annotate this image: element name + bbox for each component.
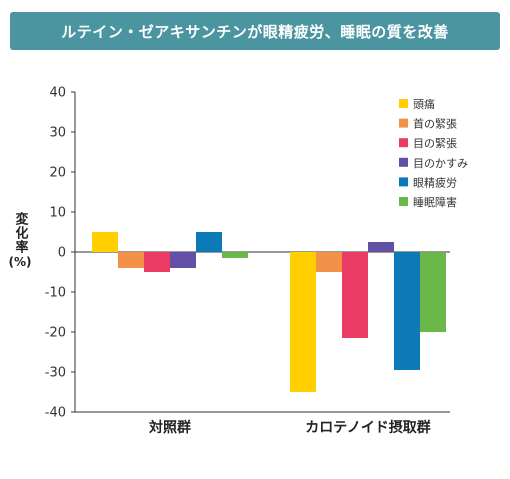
bar-carotenoid-4: [394, 252, 420, 370]
y-tick-label: -20: [45, 326, 66, 341]
bar-control-0: [92, 232, 118, 252]
legend-label: 目の緊張: [413, 137, 457, 150]
y-axis-label-unit: (%): [8, 255, 32, 269]
y-tick-label: -30: [45, 366, 66, 381]
y-axis-label-text: 変化率: [12, 212, 28, 254]
y-tick-label: 40: [49, 86, 66, 101]
chart-title-bar: ルテイン・ゼアキサンチンが眼精疲労、睡眠の質を改善: [10, 12, 500, 50]
y-tick-label: -10: [45, 286, 66, 301]
legend-label: 頭痛: [413, 97, 435, 111]
legend-swatch: [399, 118, 408, 128]
y-tick-label: 10: [49, 206, 66, 221]
legend-label: 首の緊張: [413, 117, 457, 131]
bar-control-3: [170, 252, 196, 268]
bar-carotenoid-5: [420, 252, 446, 332]
bar-control-1: [118, 252, 144, 268]
bar-control-2: [144, 252, 170, 272]
bar-carotenoid-2: [342, 252, 368, 338]
x-category-label: カロテノイド摂取群: [305, 419, 431, 436]
legend-swatch: [399, 177, 408, 187]
legend-swatch: [399, 99, 408, 108]
legend-swatch: [399, 157, 408, 167]
y-tick-label: -40: [45, 406, 66, 421]
bar-carotenoid-1: [316, 252, 342, 272]
y-axis-label: 変化率 (%): [6, 212, 34, 271]
y-tick-label: 30: [49, 126, 66, 141]
x-category-label: 対照群: [148, 419, 191, 436]
bar-carotenoid-0: [290, 252, 316, 392]
chart-title: ルテイン・ゼアキサンチンが眼精疲労、睡眠の質を改善: [61, 22, 449, 41]
bar-control-5: [222, 252, 248, 258]
legend-label: 睡眠障害: [413, 195, 457, 209]
legend-swatch: [399, 197, 408, 206]
y-tick-label: 20: [49, 166, 66, 181]
bar-carotenoid-3: [368, 242, 394, 252]
legend-label: 目のかすみ: [413, 157, 468, 170]
legend-swatch: [399, 138, 408, 148]
bar-control-4: [196, 232, 222, 252]
y-tick-label: 0: [58, 246, 66, 261]
legend-label: 眼精疲労: [413, 175, 457, 189]
